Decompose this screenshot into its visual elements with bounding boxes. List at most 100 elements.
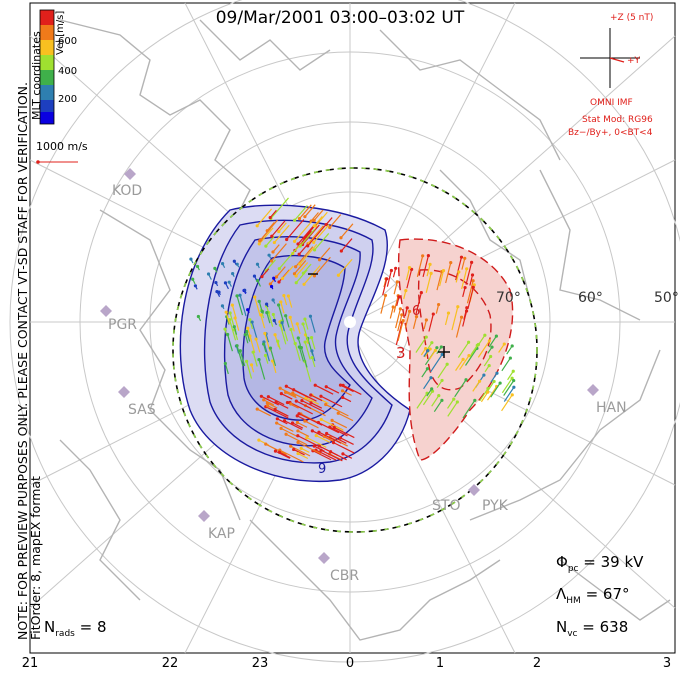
velocity-vector-origin <box>498 381 502 385</box>
stat-n-vc: Nvc = 638 <box>556 618 629 639</box>
velocity-vector-origin <box>270 234 274 238</box>
velocity-vector-origin <box>264 442 268 446</box>
velocity-vector <box>430 354 443 373</box>
velocity-vector-origin <box>338 436 343 440</box>
velocity-vector-origin <box>319 448 323 452</box>
velocity-vector-origin <box>265 310 269 315</box>
velocity-vector <box>313 209 324 221</box>
velocity-vector-origin <box>310 429 314 433</box>
velocity-vector <box>498 343 505 353</box>
velocity-vector <box>428 350 436 360</box>
velocity-vector <box>270 197 289 219</box>
velocity-vector <box>284 420 303 431</box>
velocity-vector-origin <box>286 294 291 298</box>
velocity-vector <box>437 363 448 379</box>
velocity-vector-origin <box>319 417 323 422</box>
velocity-vector-origin <box>245 359 249 364</box>
contour-label-6: 6 <box>412 304 421 319</box>
velocity-vector <box>246 361 253 379</box>
velocity-vector-origin <box>455 400 459 404</box>
velocity-vector-origin <box>424 346 428 351</box>
velocity-vector <box>261 268 270 278</box>
velocity-vector-origin <box>313 383 317 387</box>
velocity-vector <box>267 402 278 409</box>
velocity-vector <box>415 292 422 315</box>
velocity-vector-origin <box>290 421 295 425</box>
velocity-vector-origin <box>298 244 302 248</box>
velocity-vector-origin <box>280 276 285 281</box>
velocity-vector-origin <box>336 411 340 415</box>
velocity-vector <box>503 386 515 402</box>
velocity-vector-origin <box>246 308 250 312</box>
velocity-vector-origin <box>470 260 474 264</box>
velocity-vector <box>259 219 278 242</box>
velocity-vector-origin <box>235 262 239 266</box>
velocity-vector-origin <box>294 281 298 285</box>
velocity-vector-origin <box>230 303 234 307</box>
velocity-vector-origin <box>430 387 434 391</box>
velocity-vector-origin <box>299 345 303 350</box>
velocity-vector-origin <box>407 309 412 313</box>
velocity-vector-origin <box>317 258 322 262</box>
velocity-vector <box>306 437 327 448</box>
velocity-vector <box>307 224 327 247</box>
velocity-vector <box>263 341 270 362</box>
velocity-vector-origin <box>486 390 490 394</box>
contour-label-3: 3 <box>396 344 406 362</box>
velocity-vector-origin <box>217 290 221 294</box>
velocity-vector-origin <box>400 313 404 317</box>
velocity-vector <box>269 209 277 219</box>
velocity-vector-origin <box>231 272 235 276</box>
velocity-vector <box>231 304 237 317</box>
hm-boundary-overlay <box>172 167 538 533</box>
velocity-vector <box>255 338 261 353</box>
velocity-vector <box>455 257 463 281</box>
velocity-vector <box>457 341 470 358</box>
velocity-vector-origin <box>254 337 258 341</box>
velocity-vector-origin <box>277 450 282 454</box>
velocity-vector <box>461 258 466 270</box>
velocity-vector-origin <box>391 305 395 309</box>
velocity-vector <box>286 219 305 240</box>
velocity-vector <box>297 421 308 428</box>
velocity-vector-origin <box>317 430 321 434</box>
velocity-vector-origin <box>297 252 301 256</box>
velocity-vector-origin <box>301 322 305 326</box>
velocity-vector-origin <box>389 268 394 273</box>
velocity-vector <box>447 401 458 417</box>
velocity-vector <box>297 226 314 245</box>
plot-frame <box>29 2 676 654</box>
site-kod: KOD <box>112 183 143 199</box>
velocity-vector <box>501 377 513 394</box>
velocity-vector-origin <box>433 348 437 353</box>
velocity-vector <box>296 323 301 334</box>
velocity-vector-origin <box>261 342 266 346</box>
velocity-vector-origin <box>325 431 329 436</box>
velocity-vector <box>296 400 312 410</box>
velocity-vector-origin <box>341 383 345 387</box>
velocity-vector-origin <box>272 318 276 323</box>
velocity-vector-origin <box>284 384 288 388</box>
positive-potential-cell <box>397 238 514 461</box>
velocity-vector <box>286 385 309 398</box>
velocity-vector-origin <box>251 350 255 354</box>
velocity-vector <box>397 314 403 332</box>
velocity-vector <box>423 377 432 390</box>
velocity-vector <box>389 306 394 319</box>
velocity-vector-origin <box>494 334 498 338</box>
velocity-vector-origin <box>257 242 261 246</box>
velocity-vector <box>431 395 440 407</box>
velocity-vector-origin <box>245 329 249 334</box>
velocity-vector-origin <box>303 419 307 423</box>
velocity-vector <box>436 271 443 291</box>
velocity-vector-origin <box>294 265 298 269</box>
velocity-vector <box>329 214 342 228</box>
xtick-2: 2 <box>532 656 542 671</box>
velocity-vector <box>469 274 474 286</box>
velocity-vector <box>236 345 244 367</box>
velocity-vector-origin <box>268 346 273 350</box>
velocity-vector-origin <box>309 393 313 397</box>
velocity-vector-origin <box>306 244 310 248</box>
velocity-vector <box>265 443 287 456</box>
velocity-vector <box>224 363 229 375</box>
